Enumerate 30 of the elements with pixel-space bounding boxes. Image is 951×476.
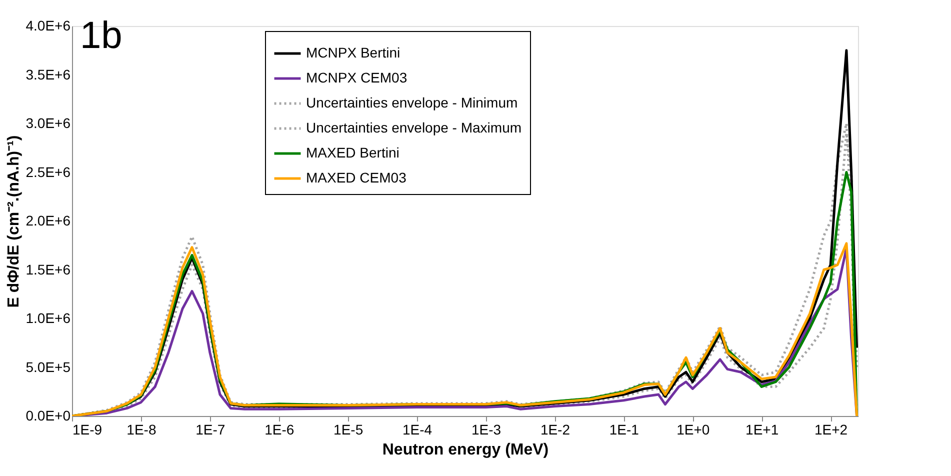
annotation: 1b	[80, 15, 122, 57]
y-tick-label: 0.0E+0	[26, 408, 71, 424]
x-tick-label: 1E-9	[72, 422, 102, 438]
x-tick-label: 1E+1	[746, 422, 779, 438]
y-tick-label: 3.0E+6	[26, 115, 71, 131]
x-tick-label: 1E-8	[126, 422, 156, 438]
y-tick-label: 1.5E+6	[26, 261, 71, 278]
x-tick-label: 1E+0	[676, 422, 710, 438]
y-axis-title: E dΦ/dE (cm⁻².(nA.h)⁻¹)	[6, 135, 23, 308]
x-tick-label: 1E-1	[609, 422, 640, 438]
x-tick-label: 1E-3	[471, 422, 502, 438]
x-tick-label: 1E+2	[814, 422, 848, 438]
legend-label: MCNPX Bertini	[306, 44, 400, 60]
x-tick-label: 1E-6	[264, 422, 294, 438]
y-tick-label: 4.0E+6	[26, 18, 71, 34]
x-tick-label: 1E-5	[334, 422, 364, 438]
legend-label: Uncertainties envelope - Minimum	[306, 94, 518, 110]
legend-label: MAXED CEM03	[306, 170, 407, 186]
y-tick-label: 2.0E+6	[26, 212, 71, 228]
x-tick-label: 1E-2	[540, 422, 570, 438]
y-tick-label: 3.5E+6	[26, 66, 71, 82]
legend-label: MAXED Bertini	[306, 144, 400, 160]
y-tick-label: 5.0E+5	[26, 358, 71, 375]
x-tick-label: 1E-7	[196, 422, 226, 438]
y-tick-label: 1.0E+6	[26, 310, 71, 326]
x-axis-title: Neutron energy (MeV)	[382, 442, 549, 458]
x-tick-label: 1E-4	[402, 422, 432, 438]
legend-label: Uncertainties envelope - Maximum	[306, 120, 522, 136]
legend-label: MCNPX CEM03	[306, 70, 408, 86]
y-tick-label: 2.5E+6	[26, 164, 71, 180]
